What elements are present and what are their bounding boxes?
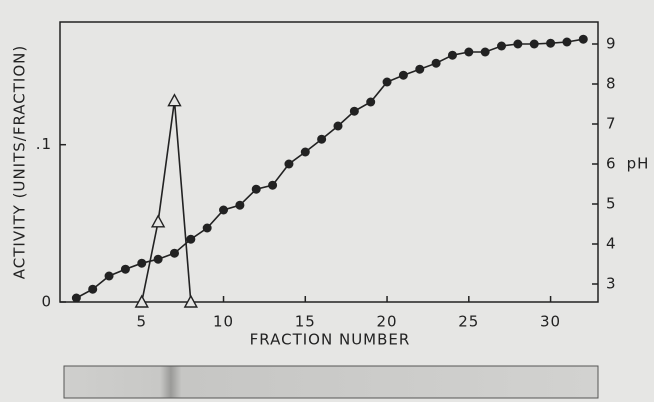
dot-marker	[301, 148, 310, 157]
y2-tick-label: 6	[606, 155, 617, 173]
dot-marker	[219, 206, 228, 215]
y-axis-label: ACTIVITY (UNITS/FRACTION)	[11, 45, 29, 279]
dot-marker	[88, 285, 97, 294]
gel-strip	[64, 366, 598, 398]
dot-marker	[415, 65, 424, 74]
y-tick-label: 0	[41, 293, 52, 311]
dot-marker	[481, 48, 490, 57]
dot-marker	[333, 122, 342, 131]
dot-marker	[350, 107, 359, 116]
y2-axis-label: pH	[627, 155, 650, 173]
y2-tick-label: 4	[606, 235, 617, 253]
dot-marker	[513, 40, 522, 49]
dot-marker	[170, 249, 179, 258]
dot-marker	[186, 235, 195, 244]
dot-marker	[399, 71, 408, 80]
dot-marker	[235, 201, 244, 210]
y-tick-label: .1	[36, 135, 52, 153]
y2-tick-label: 8	[606, 75, 617, 93]
y2-tick-label: 3	[606, 275, 617, 293]
dot-marker	[546, 39, 555, 48]
dot-marker	[154, 255, 163, 264]
dot-marker	[432, 59, 441, 68]
dot-marker	[383, 78, 392, 87]
dot-marker	[203, 224, 212, 233]
dot-marker	[105, 272, 114, 281]
x-tick-label: 5	[136, 313, 147, 331]
x-axis-label: FRACTION NUMBER	[250, 331, 411, 349]
dot-marker	[252, 185, 261, 194]
page: {"chart_data": {"type": "line", "x_label…	[0, 0, 654, 402]
dot-marker	[317, 135, 326, 144]
chart: FRACTION NUMBER ACTIVITY (UNITS/FRACTION…	[0, 0, 654, 402]
x-tick-label: 20	[377, 313, 398, 331]
dot-marker	[464, 48, 473, 57]
dot-marker	[121, 265, 130, 274]
y2-tick-label: 9	[606, 35, 617, 53]
y2-tick-label: 5	[606, 195, 617, 213]
x-tick-label: 15	[295, 313, 316, 331]
dot-marker	[268, 181, 277, 190]
dot-marker	[562, 38, 571, 47]
x-tick-label: 10	[213, 313, 234, 331]
series-line	[142, 101, 191, 302]
dot-marker	[366, 98, 375, 107]
dot-marker	[137, 259, 146, 268]
dot-marker	[284, 160, 293, 169]
triangle-marker	[168, 95, 180, 106]
dot-marker	[497, 42, 506, 51]
dot-marker	[448, 51, 457, 60]
triangle-marker	[152, 216, 164, 227]
x-tick-label: 30	[540, 313, 561, 331]
y2-tick-label: 7	[606, 115, 617, 133]
dot-marker	[530, 40, 539, 49]
x-tick-label: 25	[458, 313, 479, 331]
series-line	[76, 39, 583, 298]
dot-marker	[579, 35, 588, 44]
dot-marker	[72, 294, 81, 303]
